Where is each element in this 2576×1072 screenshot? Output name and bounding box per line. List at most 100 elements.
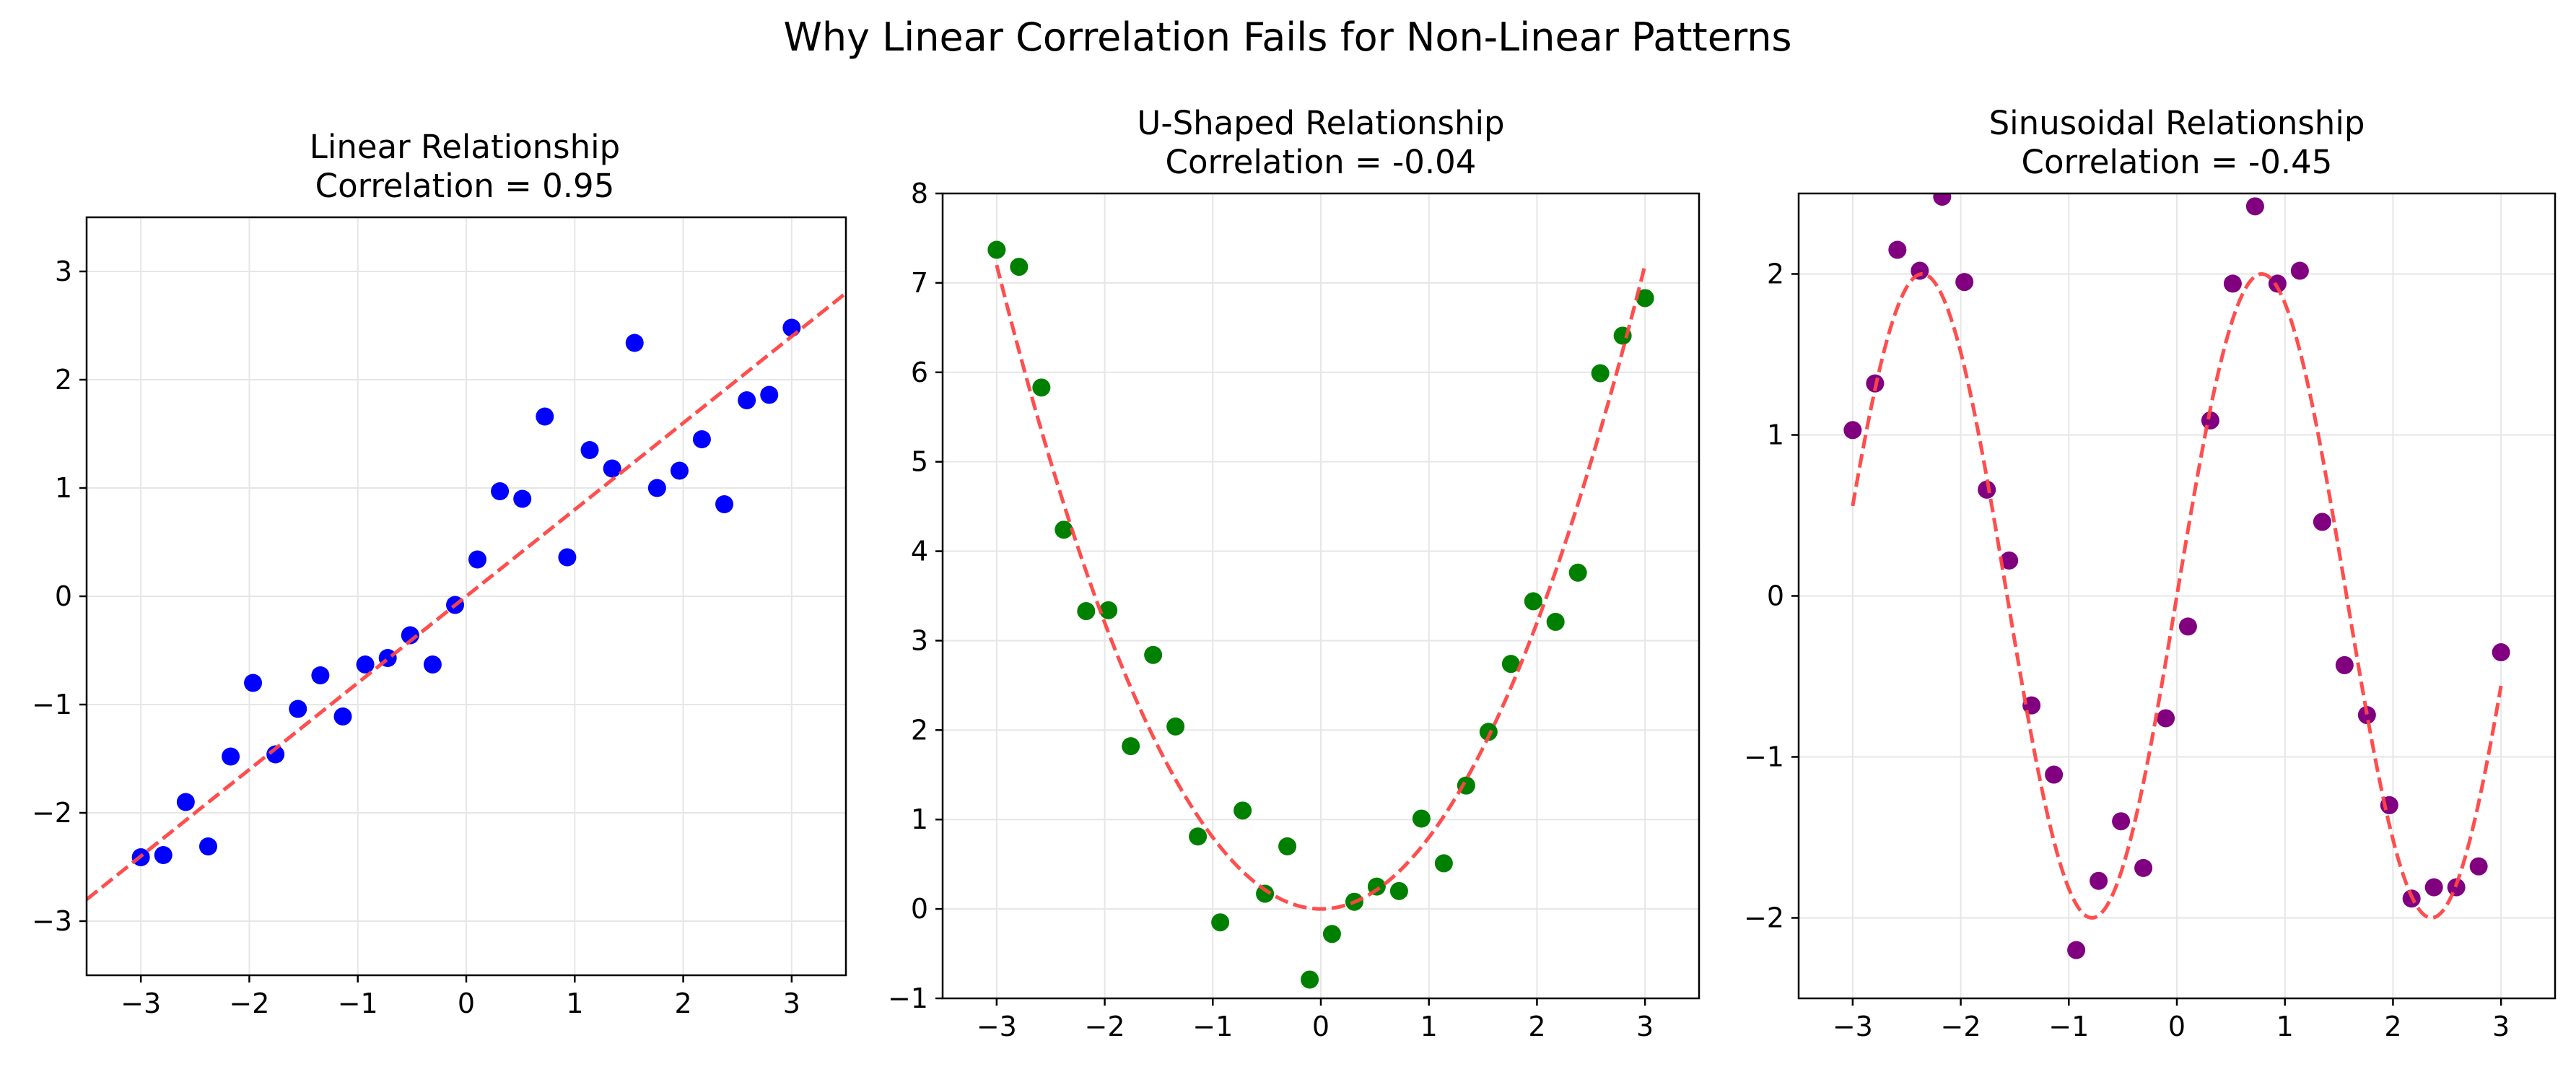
data-point (1234, 801, 1252, 820)
fit-line (87, 292, 846, 901)
x-tick-label: 2 (1528, 1011, 1545, 1042)
data-point (2022, 696, 2041, 715)
data-point (1591, 364, 1610, 383)
y-tick-label: −2 (32, 797, 72, 829)
x-tick-label: −1 (2048, 1011, 2089, 1042)
data-point (1434, 854, 1453, 873)
data-point (580, 441, 599, 459)
x-tick-label: 3 (2492, 1011, 2510, 1042)
x-tick-label: 3 (1636, 1011, 1654, 1042)
data-point (1524, 592, 1542, 611)
data-point (513, 489, 532, 508)
y-tick-label: 2 (1767, 258, 1784, 290)
data-point (1010, 258, 1029, 276)
x-tick-label: 1 (1420, 1011, 1438, 1042)
data-point (1888, 240, 1907, 259)
data-point (1843, 421, 1862, 440)
data-point (738, 391, 756, 409)
panel-subtitle: Correlation = -0.45 (2022, 143, 2333, 181)
x-tick-label: −3 (1833, 1011, 1873, 1042)
x-tick-label: 3 (783, 988, 800, 1019)
fit-curve (995, 264, 1647, 911)
y-tick-label: 5 (911, 446, 928, 478)
data-point (356, 655, 375, 674)
y-tick-label: 1 (55, 472, 72, 504)
data-point (1301, 970, 1319, 989)
data-point (692, 430, 711, 448)
data-point (1546, 612, 1565, 631)
y-tick-label: −3 (32, 905, 72, 937)
data-point (1122, 737, 1140, 756)
x-tick-label: −1 (1192, 1011, 1233, 1042)
x-tick-label: 1 (2276, 1011, 2294, 1042)
data-point (2112, 812, 2131, 831)
data-point (536, 407, 554, 426)
x-tick-label: 1 (566, 988, 583, 1019)
y-tick-label: −1 (888, 982, 928, 1014)
data-point (2245, 197, 2264, 216)
panel-linear: Linear Relationship Correlation = 0.95 −… (32, 128, 847, 1019)
fit-curve (1851, 271, 2503, 920)
x-tick-label: −3 (977, 1011, 1017, 1042)
data-point (2067, 941, 2086, 959)
data-point (289, 700, 307, 718)
data-point (468, 550, 486, 569)
x-tick-label: 2 (2384, 1011, 2401, 1042)
data-point (2492, 643, 2510, 662)
y-tick-label: 2 (55, 364, 72, 396)
y-tick-label: 3 (55, 256, 72, 287)
data-point (2268, 274, 2287, 293)
data-point (2335, 655, 2354, 674)
x-tick-label: 0 (2168, 1011, 2186, 1042)
data-point (1955, 273, 1974, 292)
data-point (222, 747, 240, 766)
data-point (1189, 827, 1208, 846)
y-tick-label: 6 (911, 357, 928, 388)
panel-title: Sinusoidal Relationship (1989, 104, 2365, 142)
y-tick-label: −1 (1744, 741, 1784, 773)
data-point (1479, 723, 1498, 741)
data-point (1933, 193, 1952, 206)
data-point (154, 846, 173, 864)
x-tick-label: −2 (229, 988, 269, 1019)
data-point (311, 666, 330, 684)
data-point (2090, 871, 2108, 890)
y-tick-label: 1 (911, 803, 928, 835)
data-point (2313, 513, 2331, 531)
y-tick-label: 4 (911, 536, 928, 567)
data-point (244, 674, 263, 692)
x-tick-label: −3 (121, 988, 161, 1019)
data-point (1099, 601, 1118, 619)
y-tick-label: 1 (1767, 419, 1784, 451)
data-point (782, 318, 801, 337)
data-point (491, 482, 510, 500)
panel-sinusoidal: Sinusoidal Relationship Correlation = -0… (1744, 104, 2557, 1042)
data-point (1978, 480, 1996, 499)
data-point (2000, 551, 2019, 570)
figure-title: Why Linear Correlation Fails for Non-Lin… (783, 14, 1791, 60)
data-point (760, 385, 779, 404)
data-point (1389, 881, 1408, 900)
y-tick-label: 0 (1767, 580, 1784, 612)
data-point (603, 459, 621, 478)
panel-title: Linear Relationship (310, 128, 620, 166)
data-point (1211, 913, 1230, 932)
y-tick-label: 0 (911, 893, 928, 925)
data-point (266, 745, 285, 764)
data-point (1256, 884, 1275, 903)
x-tick-label: 0 (458, 988, 475, 1019)
data-point (987, 240, 1006, 259)
data-point (2134, 858, 2153, 877)
panel-u-shaped: U-Shaped Relationship Correlation = -0.0… (888, 104, 1700, 1042)
panel-title: U-Shaped Relationship (1137, 104, 1504, 142)
data-point (647, 479, 666, 497)
data-point (715, 495, 734, 513)
panel-subtitle: Correlation = -0.04 (1166, 143, 1477, 181)
data-point (1055, 520, 1073, 539)
y-tick-label: 0 (55, 580, 72, 612)
data-point (558, 548, 577, 567)
data-point (423, 655, 442, 674)
data-point (1077, 602, 1096, 621)
y-tick-label: −1 (32, 689, 72, 720)
data-point (176, 793, 195, 811)
